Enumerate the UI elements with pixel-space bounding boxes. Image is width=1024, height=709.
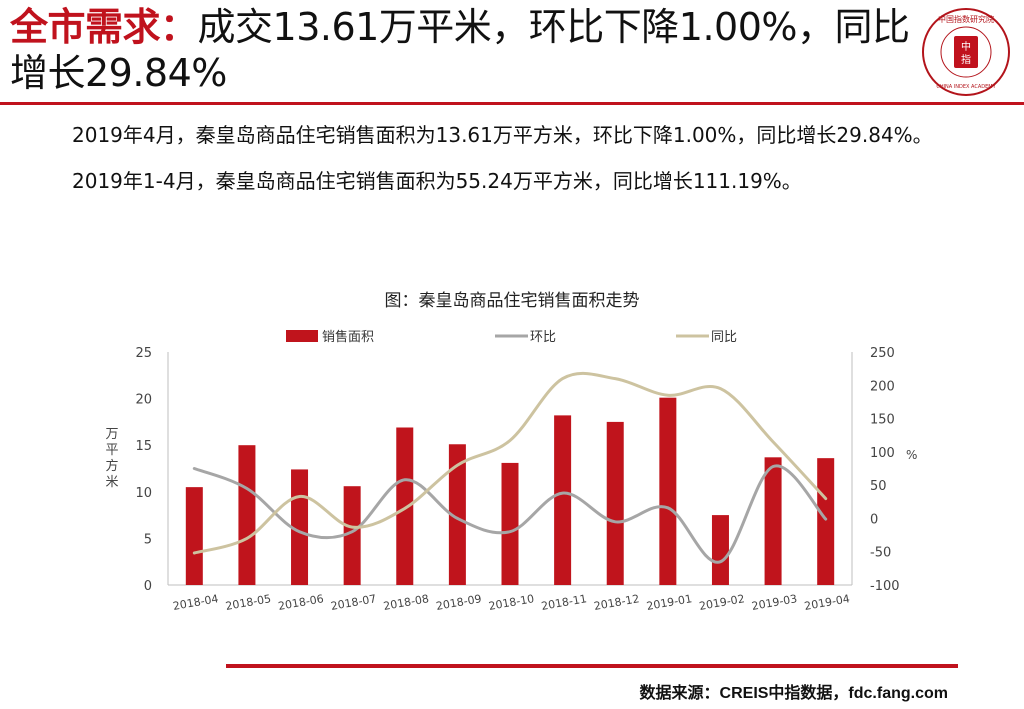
sales-area-chart: 图：秦皇岛商品住宅销售面积走势 销售面积 环比 同比 0 5 10 15 20 25 -1… [105,291,917,613]
summary-paragraph-1: 2019年4月，秦皇岛商品住宅销售面积为13.61万平方米，环比下降1.00%，… [72,123,933,147]
x-ticks: 2018-04 2018-05 2018-06 2018-07 2018-08 2018-… [172,592,851,613]
y-tick-label: 20 [135,393,152,408]
legend-label-mom: 环比 [530,330,556,345]
y-ticks: 0 5 10 15 20 25 [135,346,152,594]
y2-tick-label: 200 [870,379,895,394]
x-tick-label: 2018-07 [330,592,378,613]
bar [501,462,519,585]
legend-swatch-bar [286,330,318,342]
page-headline: 全市需求：成交13.61万平米，环比下降1.00%，同比增长29.84% [10,4,910,96]
y2-tick-label: 0 [870,512,878,527]
y-tick-label: 15 [135,439,152,454]
x-tick-label: 2018-12 [593,592,641,613]
bar [185,487,203,585]
x-tick-label: 2018-04 [172,592,220,613]
y2-tick-label: 150 [870,413,895,428]
logo-center-1: 中 [961,40,971,53]
bar [238,445,256,585]
y-tick-label: 25 [135,346,152,361]
x-tick-label: 2019-02 [698,592,746,613]
x-tick-label: 2018-11 [540,592,588,613]
y2-axis-label: % [906,448,917,462]
line-mom [192,464,828,564]
line-yoy [192,371,828,555]
x-tick-label: 2018-10 [488,592,536,613]
y-axis-label-char: 万 [105,427,118,442]
logo-top-text: 中国指数研究院 [938,14,994,24]
y2-tick-label: 100 [870,446,895,461]
footer-divider [226,664,958,668]
bar [764,457,782,585]
y2-tick-label: -50 [870,546,891,561]
y2-tick-label: 250 [870,346,895,361]
bar [343,486,361,585]
y-axis-label-char: 方 [105,458,118,474]
headline-prefix: 全市需求： [10,5,198,49]
y-tick-label: 10 [135,486,152,501]
line-series [192,371,828,564]
bar [554,415,572,585]
x-tick-label: 2018-08 [382,592,430,613]
legend-label-yoy: 同比 [711,330,737,345]
bar [396,427,414,585]
data-source: 数据来源：CREIS中指数据，fdc.fang.com [639,685,948,702]
bar [448,444,466,585]
y-tick-label: 5 [144,532,152,547]
bar [659,397,677,585]
x-tick-label: 2018-05 [225,592,273,613]
logo-center-2: 指 [961,53,971,66]
bar-series-sales-area [185,397,835,585]
china-index-academy-logo: 中 指 中国指数研究院 CHINA INDEX ACADEMY [922,8,1010,96]
y2-tick-label: -100 [870,579,900,594]
x-tick-label: 2018-06 [277,592,325,613]
y-axis-label: 万平方米 [105,427,118,490]
bar [606,421,624,585]
y2-tick-label: 50 [870,479,887,494]
chart-title: 图：秦皇岛商品住宅销售面积走势 [385,291,640,311]
bar [817,458,835,585]
y-axis-label-char: 米 [105,475,118,490]
y2-ticks: -100 -50 0 50 100 150 200 250 [870,346,900,594]
x-tick-label: 2018-09 [435,592,483,613]
y-tick-label: 0 [144,579,152,594]
y-axis-label-char: 平 [105,443,118,458]
header-divider [0,102,1024,105]
headline-rest: 成交13.61万平米，环比下降1.00%，同比增长29.84% [10,5,910,95]
legend-label-bar: 销售面积 [322,329,374,345]
bar [711,515,729,585]
x-tick-label: 2019-03 [751,592,799,613]
summary-paragraph-2: 2019年1-4月，秦皇岛商品住宅销售面积为55.24万平方米，同比增长111.… [72,169,802,193]
summary-text: 2019年4月，秦皇岛商品住宅销售面积为13.61万平方米，环比下降1.00%，… [34,120,999,212]
x-tick-label: 2019-01 [645,592,693,613]
chart-legend: 销售面积 环比 同比 [286,329,737,345]
x-tick-label: 2019-04 [803,592,851,613]
logo-bottom-text: CHINA INDEX ACADEMY [936,84,996,90]
